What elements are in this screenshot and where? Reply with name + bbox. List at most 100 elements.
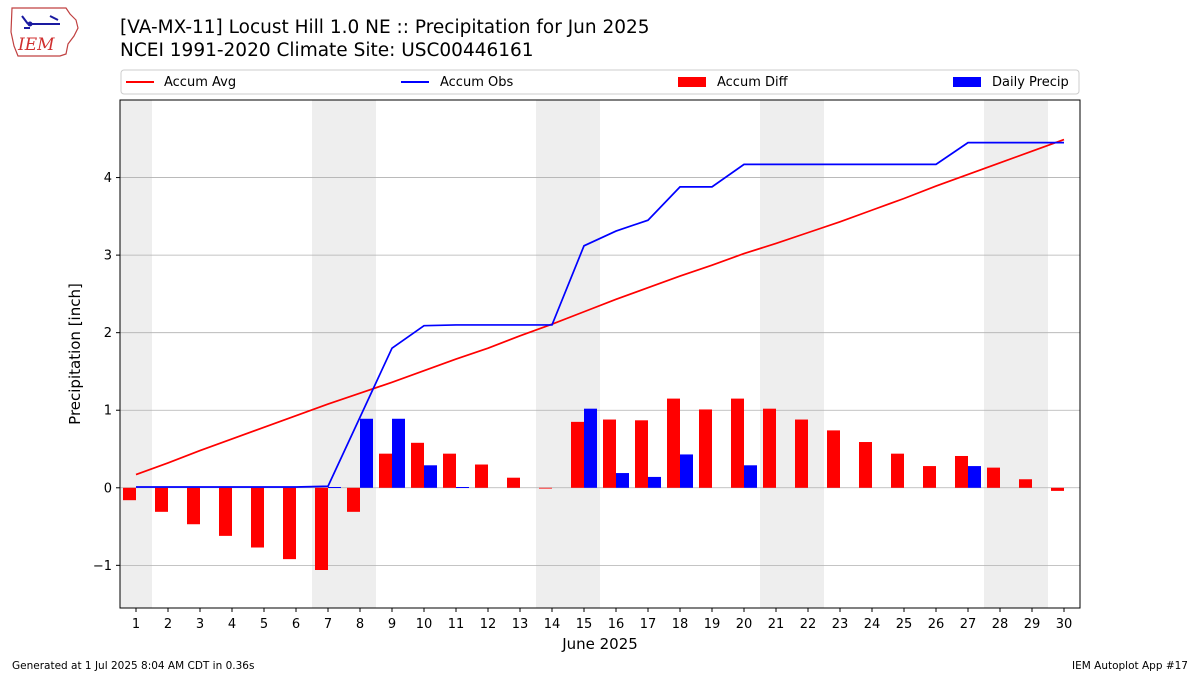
- x-tick-label-15: 15: [576, 617, 593, 632]
- bar-daily-precip-day-18: [680, 454, 693, 488]
- y-tick-label-3: 3: [104, 249, 112, 264]
- iem-logo: IEM: [10, 7, 79, 57]
- y-axis-label: Precipitation [inch]: [66, 283, 84, 425]
- lines: [135, 138, 1065, 488]
- x-tick-label-7: 7: [324, 617, 332, 632]
- weekend-band-day-14: [536, 100, 568, 608]
- bar-accum-diff-day-20: [731, 398, 744, 488]
- x-tick-label-27: 27: [960, 617, 977, 632]
- weekend-band-day-15: [568, 100, 600, 608]
- bar-accum-diff-day-22: [795, 419, 808, 488]
- bar-accum-diff-day-16: [603, 419, 616, 488]
- x-tick-label-5: 5: [260, 617, 268, 632]
- bar-accum-diff-day-2: [155, 487, 168, 512]
- bar-accum-diff-day-3: [187, 487, 200, 525]
- iowa-map-outline-icon: [10, 7, 79, 57]
- x-tick-label-13: 13: [512, 617, 529, 632]
- bar-accum-diff-day-26: [923, 466, 936, 488]
- legend-swatch-daily-precip: [953, 77, 981, 87]
- legend-swatch-accum-diff: [678, 77, 706, 87]
- x-axis-label: June 2025: [561, 635, 638, 653]
- bar-accum-diff-day-8: [347, 487, 360, 512]
- plot-frame: [119, 99, 1081, 609]
- x-tick-label-25: 25: [896, 617, 913, 632]
- weekend-band-day-28: [984, 100, 1016, 608]
- bar-accum-diff-day-19: [699, 409, 712, 488]
- x-tick-label-28: 28: [992, 617, 1009, 632]
- weather-symbol-icon: [21, 15, 60, 29]
- x-tick-label-19: 19: [704, 617, 721, 632]
- x-tick-label-12: 12: [480, 617, 497, 632]
- logo-text: IEM: [17, 35, 55, 55]
- bar-daily-precip-day-11: [456, 487, 469, 489]
- bar-accum-diff-day-12: [475, 464, 488, 488]
- bar-accum-diff-day-27: [955, 455, 968, 488]
- bar-accum-diff-day-11: [443, 453, 456, 488]
- y-tick-label-4: 4: [104, 171, 112, 186]
- station-dot-icon: [27, 21, 33, 27]
- bar-daily-precip-day-7: [328, 487, 341, 489]
- x-tick-label-20: 20: [736, 617, 753, 632]
- bar-daily-precip-day-9: [392, 418, 405, 488]
- bar-accum-diff-day-30: [1051, 487, 1064, 491]
- x-tick-label-10: 10: [416, 617, 433, 632]
- x-tick-label-29: 29: [1024, 617, 1041, 632]
- weekend-band-day-21: [760, 100, 792, 608]
- x-tick-label-1: 1: [132, 617, 140, 632]
- bar-accum-diff-day-28: [987, 467, 1000, 488]
- y-tick-label--1: −1: [93, 559, 112, 574]
- bars: [123, 398, 1064, 570]
- x-tick-label-9: 9: [388, 617, 396, 632]
- weekend-shading: [120, 100, 1048, 608]
- x-tick-label-26: 26: [928, 617, 945, 632]
- y-tick-label-2: 2: [104, 326, 112, 341]
- bar-daily-precip-day-10: [424, 465, 437, 488]
- bar-accum-diff-day-25: [891, 453, 904, 488]
- bar-accum-diff-day-1: [123, 487, 136, 501]
- chart-title: [VA-MX-11] Locust Hill 1.0 NE :: Precipi…: [120, 17, 650, 38]
- bar-accum-diff-day-18: [667, 398, 680, 488]
- footer-generated: Generated at 1 Jul 2025 8:04 AM CDT in 0…: [12, 660, 255, 672]
- x-tick-label-30: 30: [1056, 617, 1073, 632]
- line-accum-obs: [136, 141, 1064, 488]
- x-tick-label-3: 3: [196, 617, 204, 632]
- weekend-band-day-29: [1016, 100, 1048, 608]
- x-tick-label-17: 17: [640, 617, 657, 632]
- x-tick-label-16: 16: [608, 617, 625, 632]
- line-accum-avg: [135, 138, 1065, 476]
- legend: Accum Avg Accum Obs Accum Diff Daily Pre…: [120, 69, 1080, 95]
- bar-daily-precip-day-15: [584, 408, 597, 488]
- legend-label-accum-diff: Accum Diff: [717, 75, 789, 90]
- chart-subtitle: NCEI 1991-2020 Climate Site: USC00446161: [120, 40, 534, 61]
- bar-accum-diff-day-29: [1019, 479, 1032, 488]
- x-tick-label-22: 22: [800, 617, 817, 632]
- bar-accum-diff-day-10: [411, 442, 424, 488]
- y-tick-label-1: 1: [104, 404, 112, 419]
- bar-accum-diff-day-24: [859, 442, 872, 488]
- x-tick-label-18: 18: [672, 617, 689, 632]
- bar-accum-diff-day-7: [315, 487, 328, 570]
- footer-app: IEM Autoplot App #17: [1072, 660, 1188, 672]
- x-tick-label-2: 2: [164, 617, 172, 632]
- bar-accum-diff-day-15: [571, 421, 584, 488]
- bar-daily-precip-day-27: [968, 466, 981, 488]
- bar-accum-diff-day-21: [763, 408, 776, 488]
- x-tick-label-24: 24: [864, 617, 881, 632]
- x-tick-label-21: 21: [768, 617, 785, 632]
- x-tick-label-11: 11: [448, 617, 465, 632]
- weekend-band-day-1: [120, 100, 152, 608]
- x-tick-label-23: 23: [832, 617, 849, 632]
- bar-accum-diff-day-13: [507, 477, 520, 488]
- bar-accum-diff-day-14: [539, 487, 552, 489]
- x-tick-label-4: 4: [228, 617, 236, 632]
- y-tick-label-0: 0: [104, 481, 112, 496]
- weekend-band-day-8: [344, 100, 376, 608]
- bar-accum-diff-day-17: [635, 420, 648, 488]
- bar-daily-precip-day-8: [360, 418, 373, 488]
- bar-daily-precip-day-17: [648, 476, 661, 488]
- weekend-band-day-22: [792, 100, 824, 608]
- legend-box: [120, 69, 1080, 95]
- bar-accum-diff-day-4: [219, 487, 232, 536]
